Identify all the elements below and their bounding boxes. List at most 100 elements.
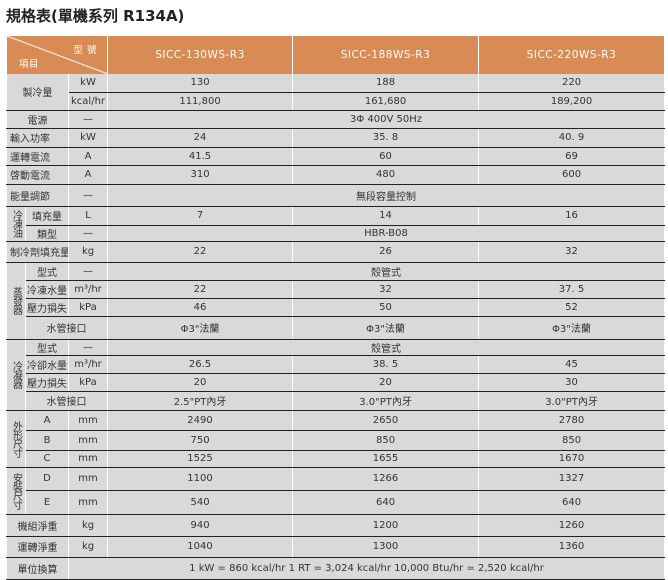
value-cell: 1200 [292, 514, 480, 537]
value-cell: 1670 [478, 450, 666, 468]
value-cell: 2.5"PT內牙 [107, 391, 294, 411]
value-cell: 2780 [478, 410, 666, 431]
table-row: 壓力損失 kPa 46 50 52 [7, 298, 666, 317]
table-row: 冷卻水量 m³/hr 26.5 38. 5 45 [7, 355, 666, 374]
header-corner: 型 號 項目 [5, 36, 109, 74]
value-cell: 3.0"PT內牙 [478, 391, 666, 411]
value-cell: 1655 [292, 450, 480, 468]
row-label: 輸入功率 [6, 128, 69, 148]
group-label: 安裝尺寸 [6, 467, 26, 515]
row-sublabel: 壓力損失 [25, 298, 69, 317]
value-cell: 640 [292, 490, 480, 515]
value-cell: Φ3"法蘭 [478, 316, 666, 340]
table-row: 冷凝器 型式 — 殼管式 [6, 339, 666, 411]
table-row: 單位換算 1 kW = 860 kcal/hr 1 RT = 3,024 kcal… [6, 557, 666, 580]
row-sublabel: 冷凍水量 [25, 280, 69, 299]
table-row: 蒸發器 型式 — 殼管式 [6, 262, 666, 340]
value-cell: 26.5 [107, 355, 294, 374]
group-label: 外形尺寸 [6, 410, 26, 468]
row-label: 運轉淨重 [6, 536, 69, 558]
row-sublabel: D [25, 467, 69, 491]
table-row: 水管接口 Φ3"法蘭 Φ3"法蘭 Φ3"法蘭 [7, 316, 666, 340]
row-sublabel: 壓力損失 [25, 373, 69, 392]
unit-cell: — [67, 225, 109, 242]
table-row: 制冷劑填充量 kg 22 26 32 [6, 241, 666, 263]
value-cell: 60 [292, 147, 480, 166]
model-header: SICC-188WS-R3 [292, 36, 480, 74]
value-cell: 26 [292, 241, 480, 263]
unit-cell: kPa [67, 298, 109, 317]
value-cell: 40. 9 [478, 128, 666, 148]
value-cell: 1260 [478, 514, 666, 537]
value-cell: 37. 5 [478, 280, 666, 299]
unit-cell: kg [67, 514, 109, 537]
table-row: 冷凍油 填充量 L 7 14 16 [6, 206, 666, 242]
unit-cell: kg [67, 536, 109, 558]
unit-cell: kPa [67, 373, 109, 392]
unit-cell: A [67, 165, 109, 185]
value-cell: 30 [478, 373, 666, 392]
group-label: 冷凍油 [6, 206, 26, 242]
value-cell: 殼管式 [107, 262, 666, 281]
value-cell: 1525 [107, 450, 294, 468]
row-sublabel: 類型 [25, 225, 69, 242]
value-cell: Φ3"法蘭 [107, 316, 294, 340]
group-label: 蒸發器 [6, 262, 26, 340]
table-row: kcal/hr 111,800 161,680 189,200 [7, 92, 666, 111]
value-cell: 1266 [292, 467, 480, 491]
group-label: 冷凝器 [6, 339, 26, 411]
unit-cell: kg [67, 241, 109, 263]
row-sublabel: E [25, 490, 69, 515]
table-row: 輸入功率 kW 24 35. 8 40. 9 [6, 128, 666, 148]
row-sublabel: 型式 [25, 262, 69, 281]
table-header-row: 型 號 項目 SICC-130WS-R3 SICC-188WS-R3 SICC-… [5, 36, 666, 74]
value-cell: 46 [107, 298, 294, 317]
row-sublabel: C [25, 450, 69, 468]
value-cell: 480 [292, 165, 480, 185]
unit-cell: mm [67, 410, 109, 431]
value-cell: 640 [478, 490, 666, 515]
value-cell: 750 [107, 430, 294, 451]
value-cell: 540 [107, 490, 294, 515]
value-cell: 1040 [107, 536, 294, 558]
table-row: 製冷量 kW 130 188 220 [6, 74, 666, 111]
value-cell: 850 [292, 430, 480, 451]
value-cell: 無段容量控制 [107, 184, 666, 207]
value-cell: 310 [107, 165, 294, 185]
value-cell: 189,200 [478, 92, 666, 111]
table-row: 冷凍水量 m³/hr 22 32 37. 5 [7, 280, 666, 299]
value-cell: 1300 [292, 536, 480, 558]
table-row: 水管接口 2.5"PT內牙 3.0"PT內牙 3.0"PT內牙 [7, 391, 666, 411]
row-label: 制冷劑填充量 [6, 241, 69, 263]
value-cell: 殼管式 [107, 339, 666, 356]
value-cell: 22 [107, 241, 294, 263]
unit-cell: — [67, 339, 109, 356]
unit-cell: mm [67, 467, 109, 491]
value-cell: 161,680 [292, 92, 480, 111]
value-cell: 20 [107, 373, 294, 392]
row-sublabel: 型式 [25, 339, 69, 356]
row-sublabel: 冷卻水量 [25, 355, 69, 374]
value-cell: 32 [478, 241, 666, 263]
value-cell: 3.0"PT內牙 [292, 391, 480, 411]
value-cell: 24 [107, 128, 294, 148]
value-cell: 1360 [478, 536, 666, 558]
value-cell: 16 [478, 206, 666, 226]
item-label: 項目 [19, 59, 40, 70]
value-cell: 220 [478, 74, 666, 93]
unit-cell: L [67, 206, 109, 226]
table-row: 能量調節 — 無段容量控制 [6, 184, 666, 207]
value-cell: 32 [292, 280, 480, 299]
model-header: SICC-130WS-R3 [107, 36, 294, 74]
unit-cell: — [67, 262, 109, 281]
table-row: 壓力損失 kPa 20 20 30 [7, 373, 666, 392]
value-cell: 50 [292, 298, 480, 317]
table-row: 運轉電流 A 41.5 60 69 [6, 147, 666, 166]
model-header: SICC-220WS-R3 [478, 36, 666, 74]
unit-cell: kW [67, 128, 109, 148]
row-sublabel: A [25, 410, 69, 431]
